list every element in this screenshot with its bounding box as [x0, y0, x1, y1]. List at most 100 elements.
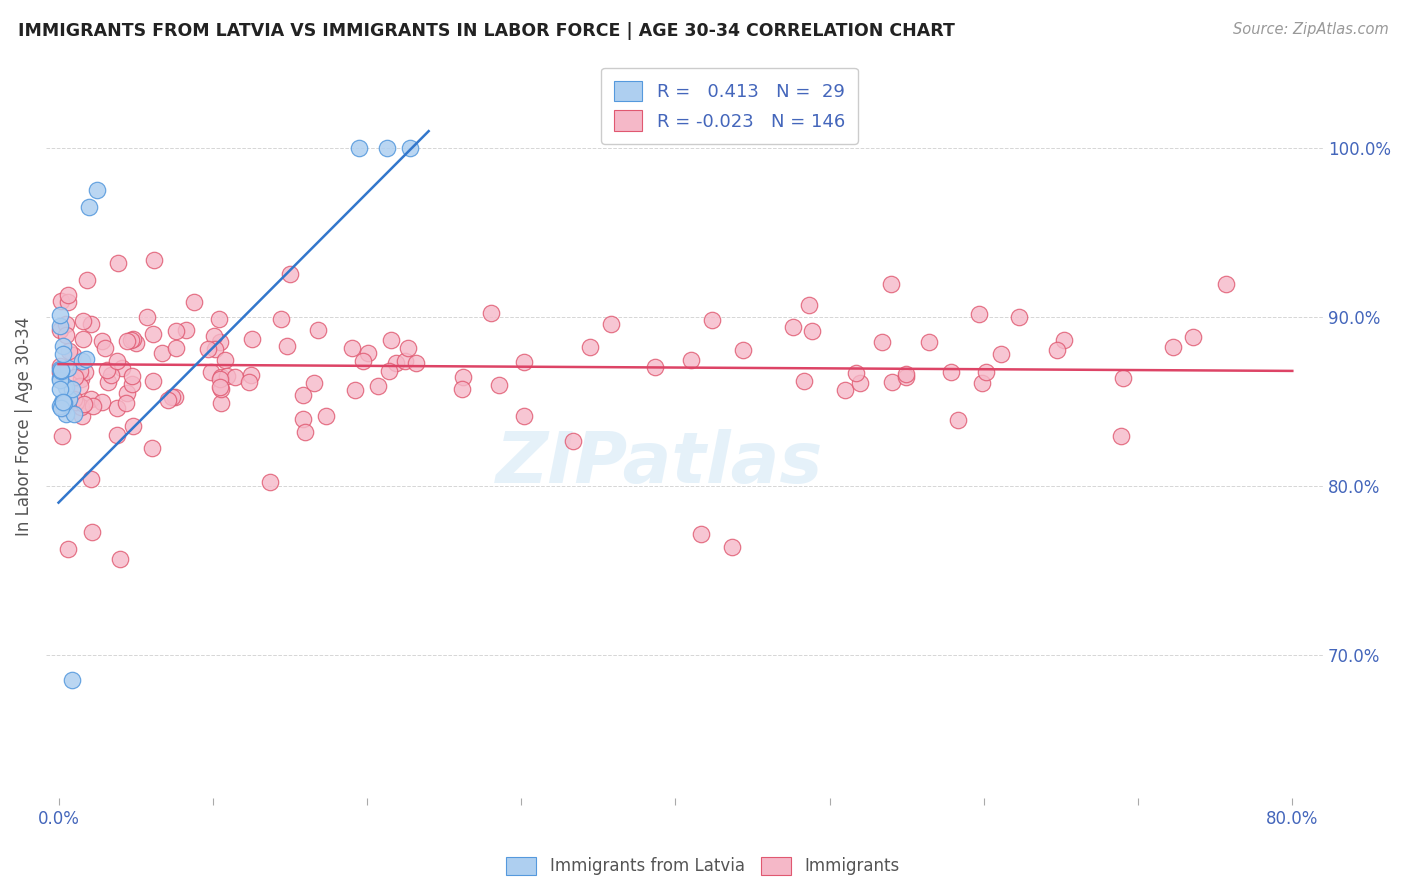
Point [394, 354, 416, 368]
Point [183, 294, 205, 309]
Point [356, 346, 378, 360]
Point [135, 310, 157, 324]
Point [150, 346, 173, 360]
Point [157, 392, 180, 407]
Point [367, 378, 389, 392]
Point [114, 396, 136, 410]
Point [110, 360, 132, 375]
Point [702, 313, 724, 327]
Point [307, 323, 329, 337]
Point [122, 333, 145, 347]
Point [72, 314, 94, 328]
Point [202, 329, 225, 343]
Point [200, 366, 222, 380]
Point [56, 288, 79, 302]
Point [105, 353, 128, 368]
Point [142, 374, 165, 388]
Point [967, 307, 990, 321]
Point [209, 370, 232, 384]
Point [80, 524, 103, 539]
Point [70, 354, 93, 368]
Point [55, 318, 77, 332]
Point [52, 346, 75, 360]
Point [49, 362, 72, 376]
Point [69, 401, 91, 415]
Point [1008, 310, 1031, 324]
Point [97, 376, 120, 390]
Point [720, 541, 742, 555]
Point [105, 428, 128, 442]
Point [939, 365, 962, 379]
Point [292, 412, 315, 426]
Point [894, 370, 917, 384]
Point [600, 317, 623, 331]
Point [292, 388, 315, 402]
Point [208, 372, 231, 386]
Point [55, 380, 77, 394]
Point [63, 370, 86, 384]
Point [197, 342, 219, 356]
Point [207, 312, 229, 326]
Point [970, 376, 993, 391]
Point [1182, 329, 1205, 343]
Point [49, 373, 72, 387]
Point [917, 334, 939, 349]
Point [513, 355, 536, 369]
Point [679, 353, 702, 368]
Point [163, 390, 186, 404]
Point [49, 371, 72, 385]
Point [72, 332, 94, 346]
Point [801, 324, 824, 338]
Point [848, 376, 870, 390]
Point [79, 472, 101, 486]
Point [52, 398, 75, 412]
Point [208, 380, 231, 394]
Point [75, 365, 97, 379]
Point [121, 377, 143, 392]
Text: Source: ZipAtlas.com: Source: ZipAtlas.com [1233, 22, 1389, 37]
Point [242, 332, 264, 346]
Point [948, 413, 970, 427]
Y-axis label: In Labor Force | Age 30-34: In Labor Force | Age 30-34 [15, 317, 32, 536]
Point [513, 409, 536, 424]
Point [51, 429, 73, 443]
Point [49, 363, 72, 377]
Point [451, 370, 474, 384]
Point [62, 673, 84, 687]
Point [110, 552, 132, 566]
Point [209, 382, 232, 396]
Point [60, 382, 83, 396]
Point [209, 396, 232, 410]
Point [51, 364, 73, 378]
Point [451, 383, 474, 397]
Point [1161, 340, 1184, 354]
Point [58, 344, 80, 359]
Point [91, 394, 114, 409]
Legend: Immigrants from Latvia, Immigrants: Immigrants from Latvia, Immigrants [498, 848, 908, 884]
Point [94, 342, 117, 356]
Point [385, 355, 408, 369]
Point [55, 328, 77, 343]
Point [141, 441, 163, 455]
Text: IMMIGRANTS FROM LATVIA VS IMMIGRANTS IN LABOR FORCE | AGE 30-34 CORRELATION CHAR: IMMIGRANTS FROM LATVIA VS IMMIGRANTS IN … [18, 22, 955, 40]
Point [79, 200, 101, 214]
Point [562, 434, 585, 448]
Point [204, 343, 226, 357]
Point [58, 392, 80, 406]
Point [1112, 371, 1135, 385]
Point [63, 392, 86, 407]
Point [120, 333, 142, 347]
Point [209, 335, 232, 350]
Point [69, 372, 91, 386]
Point [142, 326, 165, 341]
Point [479, 306, 502, 320]
Point [344, 383, 367, 397]
Point [224, 370, 246, 384]
Point [340, 341, 363, 355]
Point [121, 368, 143, 383]
Point [86, 183, 108, 197]
Point [1109, 429, 1132, 443]
Point [51, 401, 73, 415]
Point [55, 407, 77, 421]
Point [1215, 277, 1237, 291]
